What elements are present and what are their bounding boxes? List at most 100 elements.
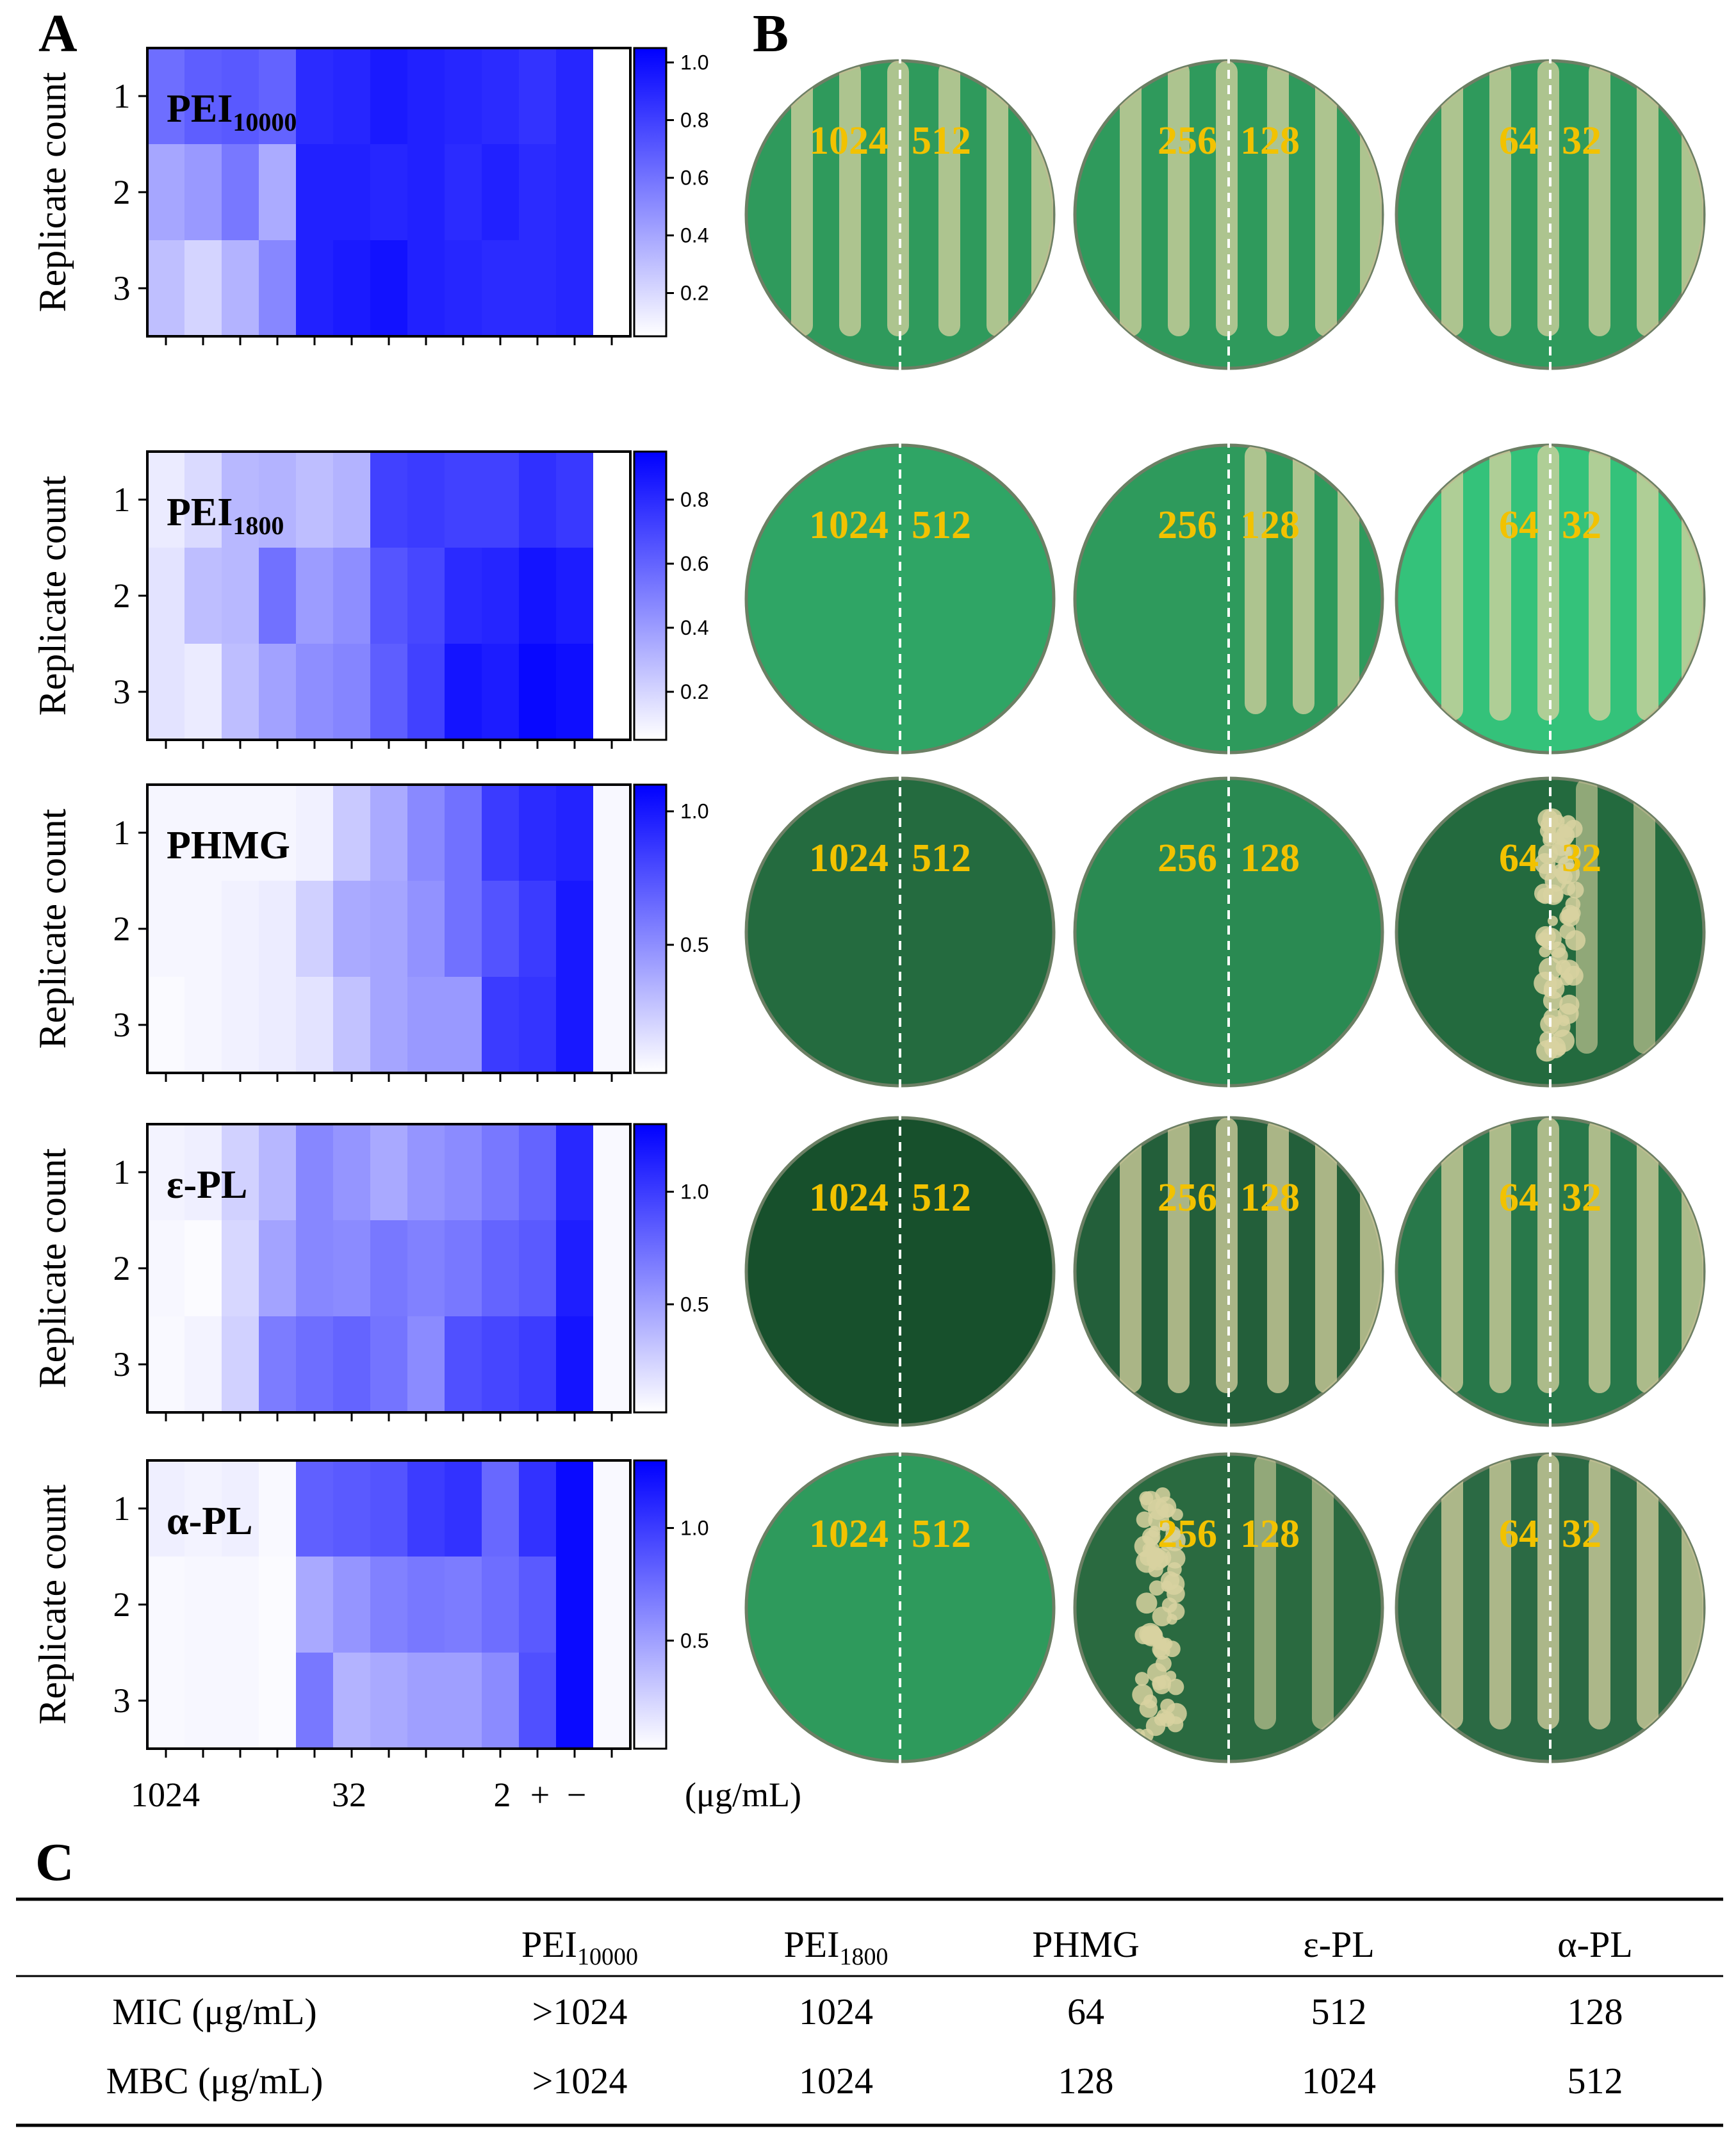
heatmap-cell-r2-c6 bbox=[333, 144, 371, 241]
y-axis-label: Replicate count bbox=[31, 1484, 74, 1724]
plate-growth bbox=[1132, 1454, 1334, 1742]
x-tick-label-positive: + bbox=[530, 1776, 550, 1814]
heatmap-cell-r1-c5 bbox=[296, 48, 334, 145]
plate-concentration-right: 128 bbox=[1240, 837, 1300, 880]
heatmap-cell-r3-c3 bbox=[222, 240, 259, 337]
heatmap-cell-r1-c8 bbox=[407, 1124, 445, 1221]
plate-growth bbox=[791, 61, 1053, 336]
heatmap-cell-r2-c1 bbox=[147, 548, 185, 644]
x-tick-label-1024: 1024 bbox=[131, 1776, 200, 1814]
growth-streak bbox=[1682, 1118, 1703, 1393]
plate-panel: 1024 512 256 128 64 32 1024 512 256 128 64 32 1024 51… bbox=[744, 54, 1706, 1768]
heatmap-cell-r1-c12 bbox=[556, 1124, 594, 1221]
heatmap-cell-r1-c8 bbox=[407, 785, 445, 881]
growth-streak bbox=[1293, 445, 1314, 714]
heatmap-cell-r3-c10 bbox=[482, 977, 520, 1074]
heatmap-cell-r1-c13 bbox=[593, 452, 631, 548]
table-column-header: PEI1800 bbox=[784, 1924, 888, 1970]
heatmap-cell-r2-c11 bbox=[519, 548, 557, 644]
heatmap-cell-r2-c7 bbox=[370, 144, 408, 241]
x-tick-label-2: 2 bbox=[494, 1776, 511, 1814]
colorbar-tick-label: 0.4 bbox=[680, 616, 708, 639]
plate-growth bbox=[1441, 445, 1703, 721]
table-cell: 1024 bbox=[799, 1991, 873, 2032]
heatmap-cell-r3-c10 bbox=[482, 1653, 520, 1749]
heatmap-cell-r3-c1 bbox=[147, 240, 185, 337]
plate-r5-c3: 64 32 bbox=[1395, 1448, 1706, 1768]
y-tick-label: 3 bbox=[113, 269, 131, 307]
heatmap-cell-r1-c2 bbox=[184, 452, 222, 548]
colony bbox=[1165, 1548, 1186, 1569]
heatmap-cell-r1-c4 bbox=[259, 452, 297, 548]
colorbar-tick-label: 0.2 bbox=[680, 282, 708, 305]
growth-streak bbox=[1360, 61, 1382, 336]
heatmap-cell-r1-c4 bbox=[259, 785, 297, 881]
growth-streak bbox=[1637, 61, 1658, 336]
plate-r2-c1: 1024 512 bbox=[744, 439, 1056, 759]
heatmap-cell-r1-c9 bbox=[445, 48, 482, 145]
colony bbox=[1139, 1622, 1161, 1646]
growth-streak bbox=[791, 61, 813, 336]
y-tick-label: 3 bbox=[113, 673, 131, 711]
heatmap-cell-r2-c12 bbox=[556, 1557, 594, 1653]
heatmap-cell-r1-c10 bbox=[482, 1124, 520, 1221]
heatmap-cell-r3-c9 bbox=[445, 240, 482, 337]
colorbar-tick-label: 0.6 bbox=[680, 167, 708, 190]
plate-growth bbox=[1120, 1118, 1382, 1393]
growth-streak bbox=[1360, 1118, 1382, 1393]
heatmap-cell-r3-c12 bbox=[556, 1316, 594, 1413]
heatmap-cell-r3-c5 bbox=[296, 1316, 334, 1413]
plate-concentration-left: 256 bbox=[1158, 837, 1217, 880]
heatmap-cell-r3-c3 bbox=[222, 977, 259, 1074]
heatmap-cell-r3-c2 bbox=[184, 977, 222, 1074]
growth-streak bbox=[887, 61, 909, 336]
heatmap-cell-r3-c8 bbox=[407, 1653, 445, 1749]
heatmap-cell-r2-c11 bbox=[519, 1557, 557, 1653]
heatmap-cell-r2-c4 bbox=[259, 881, 297, 977]
y-tick-label: 1 bbox=[113, 1489, 131, 1528]
heatmap-cell-r2-c1 bbox=[147, 1220, 185, 1317]
heatmap-cell-r2-c5 bbox=[296, 144, 334, 241]
growth-streak bbox=[1315, 61, 1337, 336]
heatmap-cell-r3-c4 bbox=[259, 1316, 297, 1413]
sample-name: ε-PL bbox=[167, 1163, 247, 1207]
heatmap-cell-r2-c11 bbox=[519, 881, 557, 977]
x-tick-labels: 1024 32 2 + − bbox=[131, 1776, 586, 1814]
heatmap-cell-r1-c1 bbox=[147, 1124, 185, 1221]
heatmap-cell-r2-c4 bbox=[259, 1220, 297, 1317]
colorbar-tick-label: 1.0 bbox=[680, 1516, 708, 1539]
heatmap-cell-r3-c3 bbox=[222, 1653, 259, 1749]
heatmap-cell-r1-c12 bbox=[556, 785, 594, 881]
sample-name-main: PEI bbox=[167, 87, 233, 131]
colorbar-tick-label: 0.5 bbox=[680, 933, 708, 956]
plate-concentration-left: 256 bbox=[1158, 1512, 1217, 1556]
heatmap-cell-r2-c8 bbox=[407, 144, 445, 241]
colony bbox=[1550, 942, 1566, 958]
plate-concentration-left: 256 bbox=[1158, 119, 1217, 163]
heatmap-cell-r3-c4 bbox=[259, 1653, 297, 1749]
heatmap-cell-r1-c4 bbox=[259, 48, 297, 145]
heatmap-cell-r1-c7 bbox=[370, 452, 408, 548]
table-cell: >1024 bbox=[532, 1991, 628, 2032]
heatmap-cell-r2-c8 bbox=[407, 1557, 445, 1653]
heatmap-cell-r1-c10 bbox=[482, 1460, 520, 1557]
table-body: MIC (μg/mL) >1024 1024 64 512 128 MBC (μg/mL) >… bbox=[106, 1991, 1623, 2102]
heatmap-5: 1 2 3 Replicate count α-PL 0.5 1.0 bbox=[31, 1459, 708, 1758]
heatmap-cell-r3-c12 bbox=[556, 977, 594, 1074]
growth-streak bbox=[1589, 445, 1610, 721]
heatmap-cell-r1-c12 bbox=[556, 1460, 594, 1557]
heatmap-cell-r1-c11 bbox=[519, 1460, 557, 1557]
heatmap-cell-r3-c2 bbox=[184, 1316, 222, 1413]
y-tick-label: 3 bbox=[113, 1345, 131, 1384]
heatmap-cell-r2-c9 bbox=[445, 144, 482, 241]
heatmap-cell-r2-c10 bbox=[482, 548, 520, 644]
heatmap-cell-r1-c2 bbox=[184, 1124, 222, 1221]
sample-name-main: α-PL bbox=[167, 1500, 252, 1543]
heatmap-cell-r1-c6 bbox=[333, 452, 371, 548]
heatmap-cell-r3-c8 bbox=[407, 1316, 445, 1413]
heatmap-cell-r3-c5 bbox=[296, 644, 334, 740]
growth-streak bbox=[1537, 445, 1559, 721]
heatmap-cell-r2-c8 bbox=[407, 881, 445, 977]
heatmap-cell-r3-c2 bbox=[184, 644, 222, 740]
